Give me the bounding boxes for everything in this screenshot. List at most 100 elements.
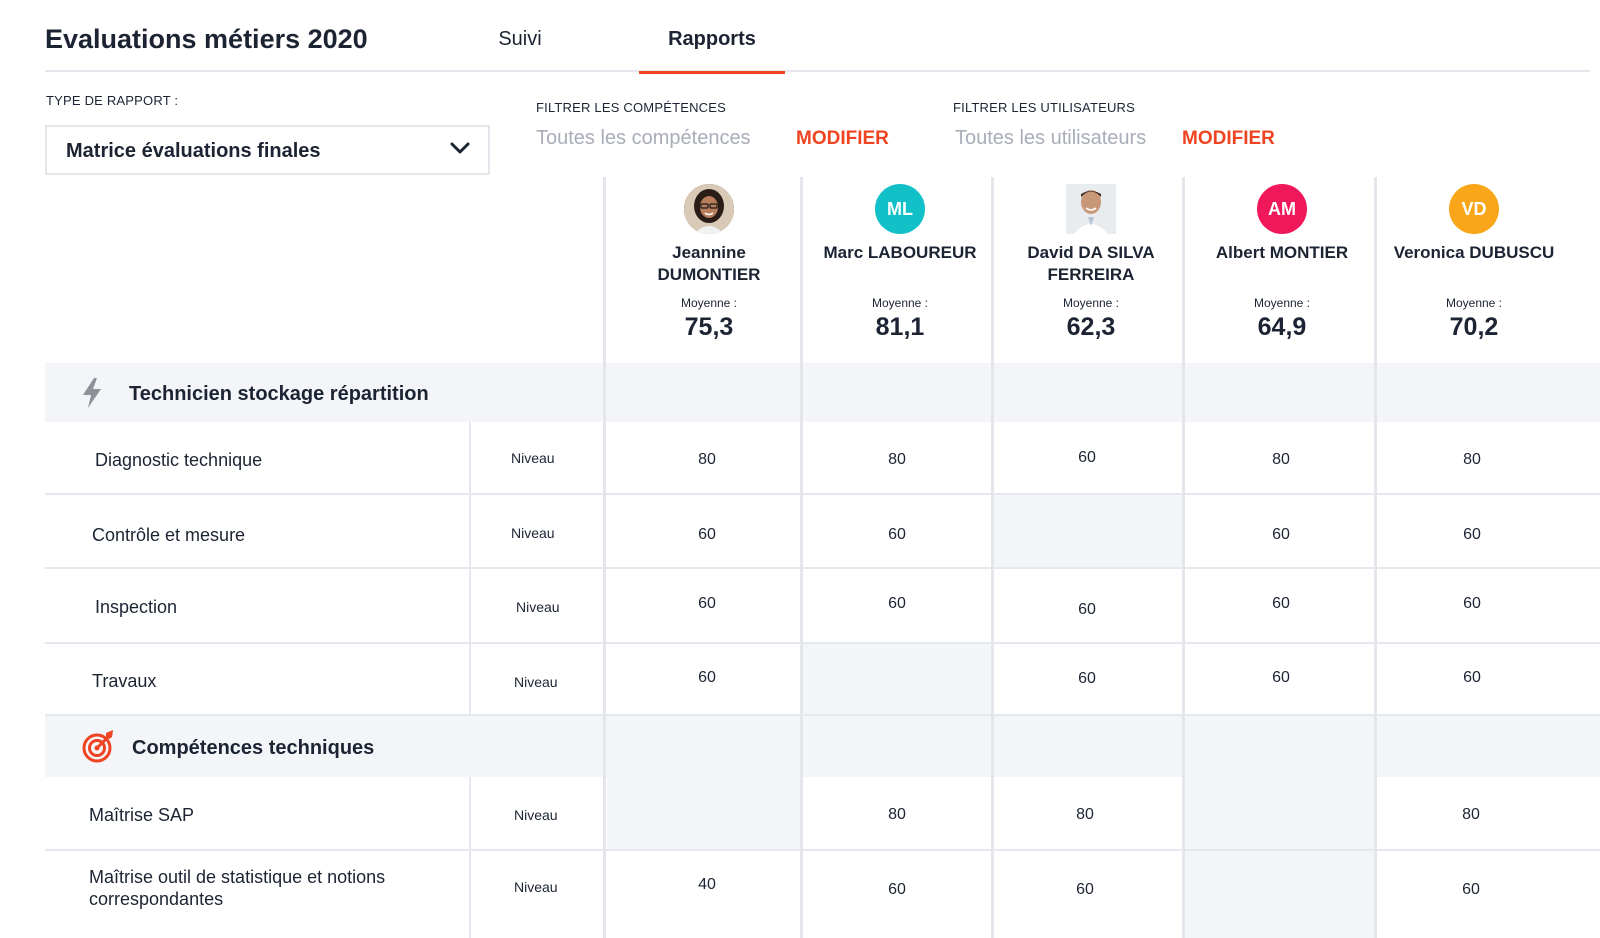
page-title: Evaluations métiers 2020 <box>45 24 368 54</box>
skills-filter-value: Toutes les compétences <box>536 127 751 149</box>
user-photo-icon <box>684 184 734 234</box>
row-divider <box>45 642 1600 644</box>
report-type-select[interactable]: Matrice évaluations finales <box>45 125 490 175</box>
score-cell: 80 <box>1076 806 1094 823</box>
row-divider <box>45 493 1600 495</box>
avatar-initials: AM <box>1268 198 1296 219</box>
column-divider <box>603 177 606 938</box>
score-cell: 60 <box>1272 595 1290 612</box>
level-label: Niveau <box>514 879 558 895</box>
average-label: Moyenne : <box>871 296 929 310</box>
score-cell: 60 <box>698 669 716 686</box>
column-divider <box>1182 177 1185 938</box>
skill-name: Maîtrise SAP <box>89 805 195 825</box>
column-divider <box>991 177 994 938</box>
average-label: Moyenne : <box>1253 296 1311 310</box>
avatar: AM <box>1257 184 1307 234</box>
score-cell: 60 <box>1076 881 1094 898</box>
user-column[interactable]: AM Albert MONTIER Moyenne : 64,9 <box>1187 177 1377 367</box>
score-cell: 80 <box>888 806 906 823</box>
level-label: Niveau <box>514 807 558 823</box>
group-band <box>45 363 1600 422</box>
score-cell: 60 <box>888 526 906 543</box>
group-title: Compétences techniques <box>132 737 375 759</box>
skill-name: Contrôle et mesure <box>92 525 246 545</box>
skill-name: Travaux <box>92 671 157 691</box>
avatar <box>1066 184 1116 234</box>
group-title: Technicien stockage répartition <box>129 383 429 405</box>
score-cell: 60 <box>1272 669 1290 686</box>
skill-name: Diagnostic technique <box>95 450 263 470</box>
average-label: Moyenne : <box>1062 296 1120 310</box>
score-cell: 60 <box>1462 881 1480 898</box>
empty-cell <box>803 644 993 714</box>
skills-modify-button[interactable]: MODIFIER <box>796 128 889 149</box>
level-label: Niveau <box>511 450 555 466</box>
tab-suivi[interactable]: Suivi <box>498 28 542 50</box>
user-name: Jeannine DUMONTIER <box>657 243 761 284</box>
score-cell: 80 <box>1462 806 1480 823</box>
user-name: David DA SILVA FERREIRA <box>1027 243 1155 284</box>
score-cell: 80 <box>888 451 906 468</box>
evaluation-matrix: Jeannine DUMONTIER Moyenne : 75,3 ML Mar… <box>45 177 1600 938</box>
skill-name: Inspection <box>95 597 178 617</box>
user-column[interactable]: David DA SILVA FERREIRA Moyenne : 62,3 <box>997 177 1185 367</box>
avatar-initials: VD <box>1461 198 1487 219</box>
average-label: Moyenne : <box>680 296 738 310</box>
user-name: Veronica DUBUSCU <box>1393 243 1555 262</box>
score-cell: 80 <box>1463 451 1481 468</box>
score-cell: 60 <box>1078 449 1096 466</box>
score-cell: 60 <box>888 595 906 612</box>
average-value: 62,3 <box>1066 313 1116 341</box>
score-cell: 60 <box>1463 595 1481 612</box>
average-value: 75,3 <box>684 313 734 341</box>
level-label: Niveau <box>514 674 558 690</box>
score-cell: 40 <box>698 876 716 893</box>
chevron-down-icon <box>450 142 470 154</box>
skill-name: Maîtrise outil de statistique et notions… <box>89 867 386 909</box>
report-type-label: TYPE DE RAPPORT : <box>46 93 179 108</box>
lightning-icon <box>83 378 101 408</box>
row-divider <box>45 567 1600 569</box>
users-modify-button[interactable]: MODIFIER <box>1182 128 1275 149</box>
average-label: Moyenne : <box>1445 296 1503 310</box>
score-cell: 60 <box>1463 526 1481 543</box>
users-filter-value: Toutes les utilisateurs <box>955 127 1147 149</box>
level-label: Niveau <box>511 525 555 541</box>
score-cell: 60 <box>698 526 716 543</box>
row-divider <box>45 714 1600 716</box>
skills-filter-label: FILTRER LES COMPÉTENCES <box>536 100 727 115</box>
user-column[interactable]: VD Veronica DUBUSCU Moyenne : 70,2 <box>1379 177 1569 367</box>
avatar: VD <box>1449 184 1499 234</box>
target-icon <box>82 730 113 763</box>
empty-cell <box>1185 777 1375 938</box>
score-cell: 60 <box>698 595 716 612</box>
score-cell: 60 <box>1272 526 1290 543</box>
matrix-header <box>45 177 1600 367</box>
users-filter-label: FILTRER LES UTILISATEURS <box>953 100 1136 115</box>
average-value: 81,1 <box>875 313 925 341</box>
user-name: Albert MONTIER <box>1215 243 1349 262</box>
score-cell: 80 <box>1272 451 1290 468</box>
app-header: Evaluations métiers 2020 Suivi Rapports <box>45 0 1590 74</box>
user-photo-icon <box>1066 184 1116 234</box>
average-value: 70,2 <box>1449 313 1499 341</box>
group-band <box>45 714 1600 777</box>
level-label: Niveau <box>516 599 560 615</box>
score-cell: 60 <box>1078 601 1096 618</box>
user-column[interactable]: ML Marc LABOUREUR Moyenne : 81,1 <box>805 177 995 367</box>
level-column-divider <box>469 777 471 938</box>
user-column[interactable]: Jeannine DUMONTIER Moyenne : 75,3 <box>613 177 805 367</box>
empty-cell <box>994 495 1184 569</box>
score-cell: 80 <box>698 451 716 468</box>
column-divider <box>1374 177 1377 938</box>
score-cell: 60 <box>1463 669 1481 686</box>
user-name: Marc LABOUREUR <box>823 243 977 262</box>
avatar-initials: ML <box>887 198 913 219</box>
score-cell: 60 <box>888 881 906 898</box>
tab-rapports[interactable]: Rapports <box>639 28 785 74</box>
score-cell: 60 <box>1078 670 1096 687</box>
row-divider <box>45 849 1600 851</box>
avatar: ML <box>875 184 925 234</box>
report-type-value: Matrice évaluations finales <box>66 140 321 162</box>
